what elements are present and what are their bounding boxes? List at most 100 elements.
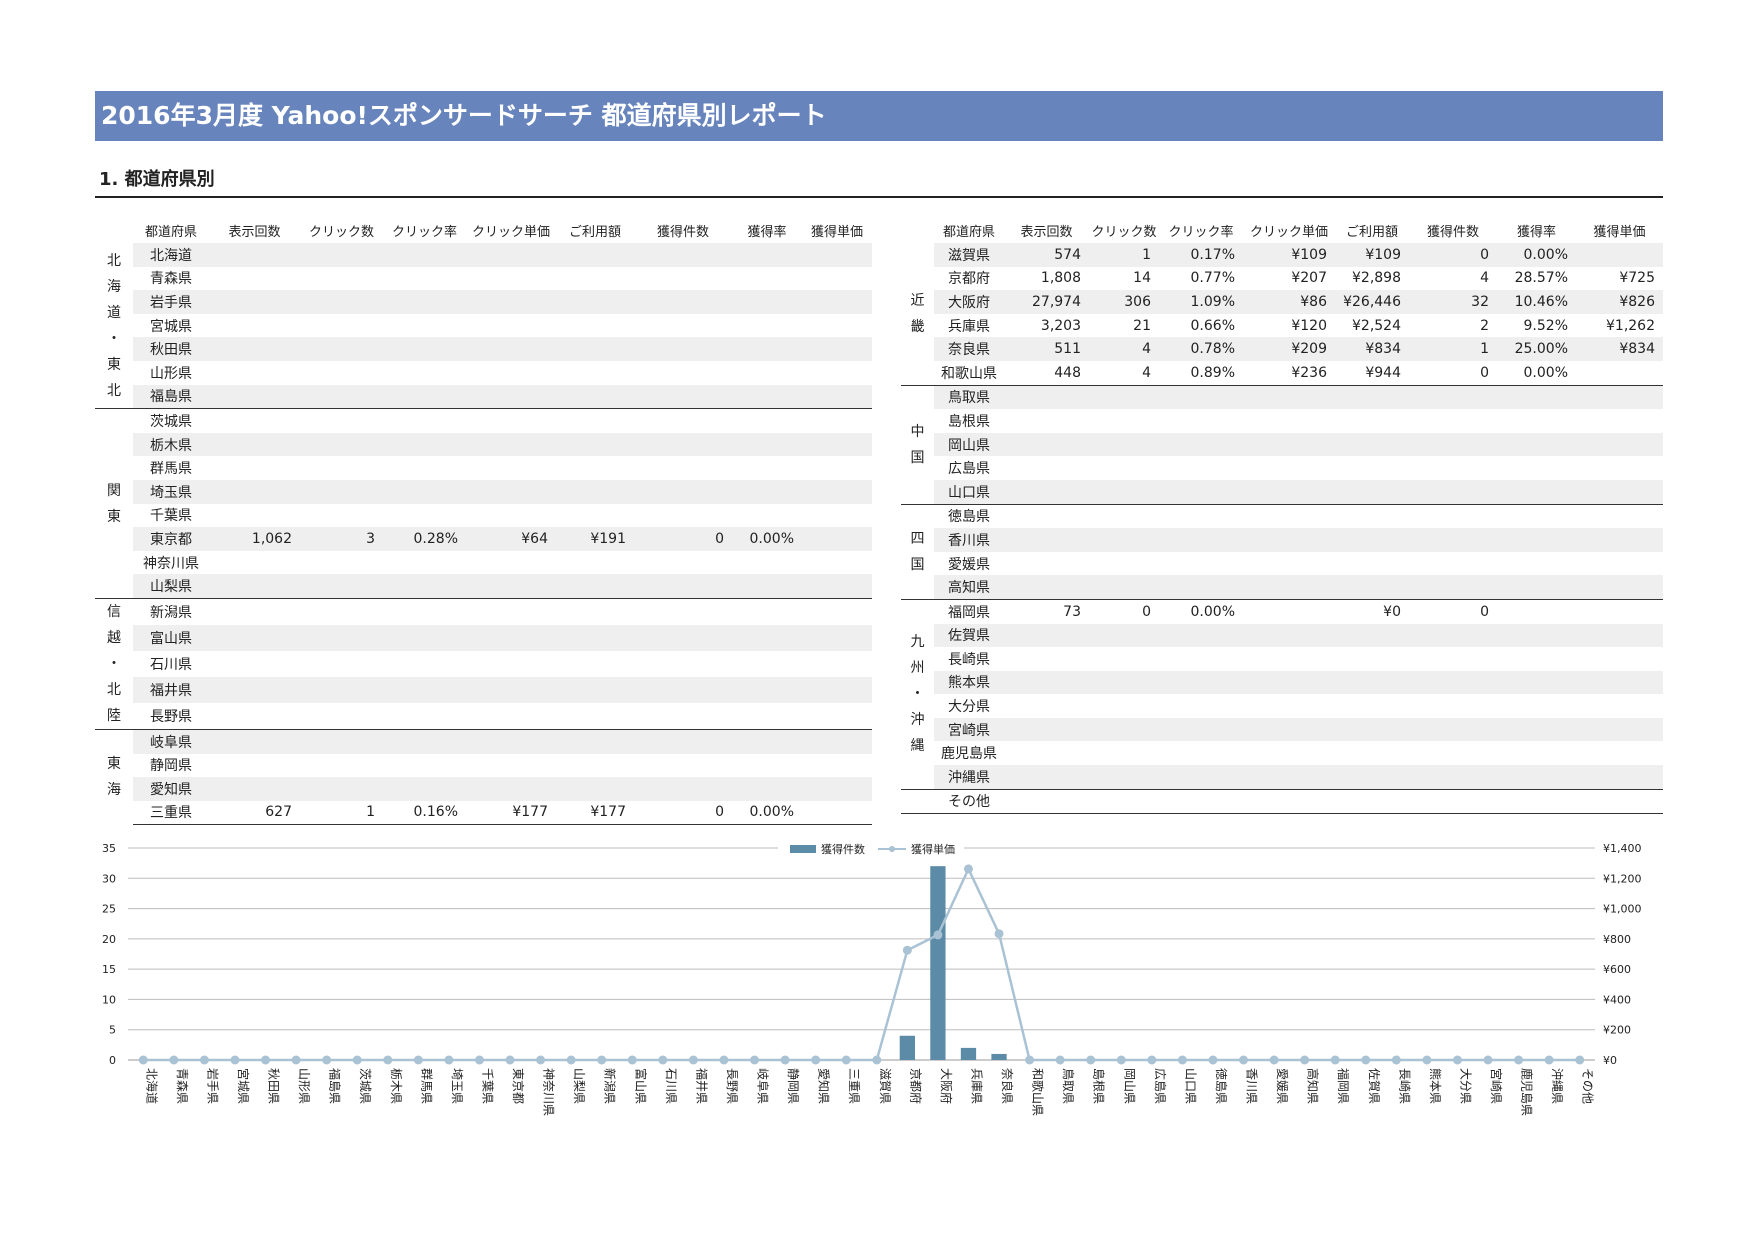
prefecture-cell: 山形県 (150, 365, 192, 382)
conversions-cell (634, 243, 732, 267)
prefecture-cell: 宮崎県 (934, 717, 1004, 742)
column-header: 表示回数 (1020, 225, 1073, 240)
clicks-cell (1089, 717, 1159, 742)
x-category-label: 東京都 (511, 1068, 525, 1104)
ctr-cell: 0.66% (1190, 317, 1235, 334)
impressions-cell (1004, 432, 1089, 457)
cost-cell (556, 777, 634, 801)
y-tick-label: 5 (109, 1024, 116, 1037)
conversions-cell (1409, 503, 1497, 529)
table-row: 信越・北陸新潟県 (95, 597, 872, 730)
x-category-label: 群馬県 (419, 1068, 433, 1104)
cvr-cell (1497, 765, 1576, 790)
prefecture-cell: 三重県 (133, 800, 209, 826)
x-category-label: 大阪府 (939, 1068, 954, 1104)
impressions-cell (209, 384, 300, 409)
prefecture-cell: 福岡県 (934, 598, 1004, 624)
conversions-cell (1409, 765, 1497, 790)
prefecture-cell: 広島県 (948, 461, 990, 478)
y-tick-label: 25 (102, 903, 116, 916)
x-category-label: 沖縄県 (1550, 1068, 1565, 1104)
ctr-cell (1159, 528, 1243, 552)
prefecture-cell: 山梨県 (133, 574, 209, 599)
cpc-cell: ¥207 (1291, 270, 1327, 287)
y-tick-label: 15 (102, 963, 116, 976)
conversions-cell: 4 (1480, 270, 1489, 287)
cpa-cell (1576, 528, 1663, 552)
clicks-cell (300, 432, 383, 457)
prefecture-cell: 群馬県 (150, 461, 192, 478)
cpa-cell (802, 384, 872, 409)
clicks-cell (1089, 575, 1159, 600)
x-category-label: 高知県 (1306, 1068, 1321, 1104)
table-row: 島根県 (901, 409, 1663, 433)
x-category-label: 岐阜県 (756, 1068, 770, 1104)
cvr-cell (732, 597, 802, 625)
table-row: 愛媛県 (901, 552, 1663, 576)
impressions-cell (209, 408, 300, 433)
ctr-cell (383, 432, 466, 457)
line-point (383, 1055, 393, 1065)
line-point (352, 1055, 362, 1065)
table-row: 秋田県 (95, 337, 872, 361)
cpa-cell (802, 337, 872, 361)
conversions-cell (1409, 432, 1497, 457)
prefecture-cell: 和歌山県 (941, 365, 997, 382)
table-row: 宮崎県 (901, 717, 1663, 742)
column-header: 獲得単価 (810, 225, 863, 240)
x-category-label: 和歌山県 (1031, 1068, 1046, 1116)
cpc-cell (1243, 788, 1335, 815)
conversions-cell: 0 (1409, 243, 1497, 267)
clicks-cell (1089, 479, 1159, 505)
prefecture-cell: 埼玉県 (133, 479, 209, 504)
line-point (1300, 1055, 1310, 1065)
cost-cell (1335, 528, 1409, 552)
conversions-cell (634, 676, 732, 703)
clicks-cell: 306 (1089, 290, 1159, 314)
cpc-cell (466, 728, 556, 754)
cost-cell: ¥2,898 (1352, 270, 1401, 287)
prefecture-cell: 北海道 (133, 243, 209, 267)
line-point (536, 1055, 546, 1065)
conversions-cell (634, 574, 732, 599)
ctr-cell (383, 290, 466, 314)
y-tick-label: 30 (102, 872, 116, 885)
table-row: 埼玉県 (95, 479, 872, 504)
table-row: 青森県 (95, 267, 872, 291)
ctr-cell (383, 243, 466, 267)
line-point (841, 1055, 851, 1065)
x-category-label: 福岡県 (1336, 1068, 1351, 1104)
cost-cell (1335, 765, 1409, 790)
table-row: 奈良県 511 4 0.78% ¥209 ¥834 1 25.00% ¥834 (901, 337, 1663, 361)
cpc-cell (466, 574, 556, 599)
ctr-cell (1159, 670, 1243, 695)
conversions-cell (1409, 528, 1497, 552)
x-category-label: 新潟県 (603, 1068, 618, 1104)
y2-tick-label: ¥600 (1603, 963, 1631, 976)
y-tick-label: 0 (109, 1054, 116, 1067)
bar (899, 1035, 915, 1060)
ctr-cell (1159, 479, 1243, 505)
bar (960, 1047, 977, 1060)
table-row: 京都府 1,808 14 0.77% ¥207 ¥2,898 4 28.57% ¥725 (901, 267, 1663, 291)
cpc-cell (1243, 670, 1335, 695)
table-row: 群馬県 (95, 456, 872, 480)
column-header: クリック数 (308, 225, 374, 240)
line-point (627, 1055, 637, 1065)
cpa-cell: ¥834 (1576, 337, 1663, 361)
cvr-cell (732, 290, 802, 314)
clicks-cell: 1 (300, 800, 383, 826)
conversions-cell (1409, 479, 1497, 505)
cpc-cell: ¥177 (466, 800, 556, 826)
cpa-cell (1576, 384, 1663, 410)
ctr-cell (383, 337, 466, 361)
cost-cell (556, 432, 634, 457)
prefecture-cell: 静岡県 (150, 758, 192, 775)
legend-bar-swatch (790, 845, 816, 853)
x-category-label: 山梨県 (572, 1068, 586, 1104)
cost-cell: ¥834 (1335, 337, 1409, 361)
ctr-cell (383, 574, 466, 599)
legend-line-marker (889, 846, 895, 852)
legend-background (778, 840, 964, 858)
prefecture-cell: その他 (934, 788, 1004, 815)
